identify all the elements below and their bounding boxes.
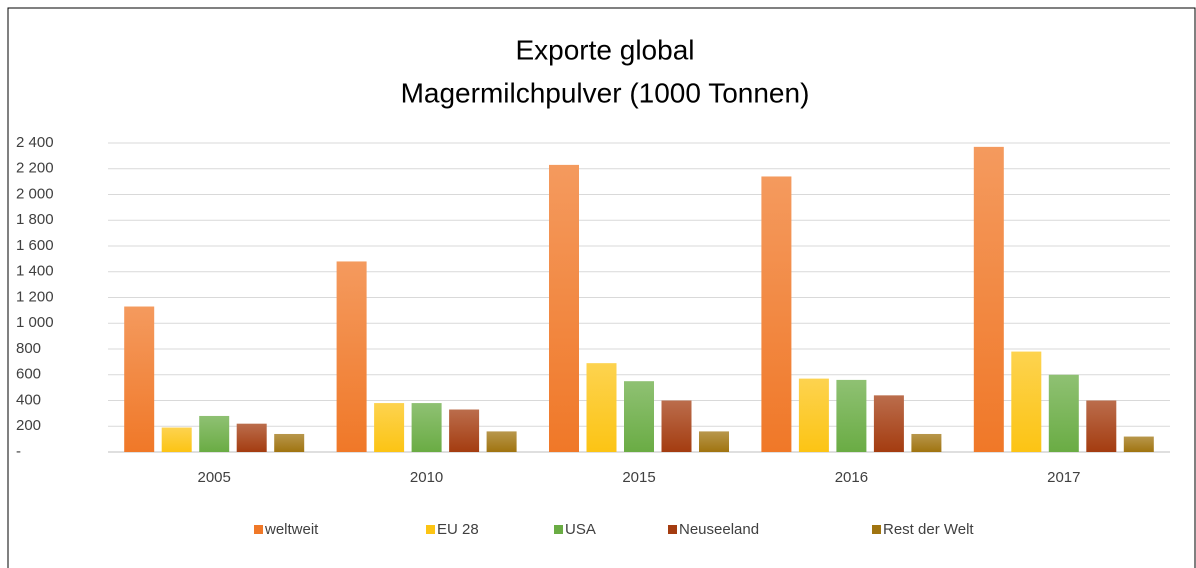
y-tick-label: 2 000 — [16, 185, 54, 202]
x-tick-label: 2015 — [622, 469, 655, 486]
y-tick-label: 2 200 — [16, 160, 54, 177]
x-tick-label: 2016 — [835, 469, 868, 486]
y-tick-label: 1 400 — [16, 263, 54, 280]
bar — [1048, 374, 1079, 452]
bar — [586, 363, 617, 452]
bar — [161, 427, 192, 452]
legend-label: weltweit — [264, 521, 319, 538]
x-tick-label: 2010 — [410, 469, 443, 486]
legend-swatch — [426, 525, 435, 534]
legend-label: USA — [565, 521, 596, 538]
bar — [124, 306, 155, 452]
bar — [486, 431, 517, 452]
bar — [911, 433, 942, 452]
bar — [236, 423, 267, 452]
bar — [374, 403, 405, 452]
y-tick-label: 600 — [16, 366, 41, 383]
y-tick-label: 800 — [16, 340, 41, 357]
y-tick-label: 1 800 — [16, 211, 54, 228]
bar — [836, 379, 867, 452]
y-tick-label: 2 400 — [16, 134, 54, 151]
y-tick-label: 200 — [16, 417, 41, 434]
bar — [873, 395, 904, 452]
y-tick-label: 1 200 — [16, 288, 54, 305]
y-tick-label: 1 600 — [16, 237, 54, 254]
bar — [699, 431, 729, 452]
legend-swatch — [872, 525, 881, 534]
chart-border — [7, 7, 1196, 568]
bar — [661, 400, 692, 452]
bar — [199, 415, 230, 452]
x-tick-label: 2005 — [198, 469, 231, 486]
legend-label: Neuseeland — [679, 521, 759, 538]
bar — [411, 403, 442, 452]
bar — [1123, 436, 1154, 452]
bar — [973, 146, 1004, 453]
bar — [336, 261, 367, 452]
legend-label: EU 28 — [437, 521, 479, 538]
legend-swatch — [254, 525, 263, 534]
bar — [1086, 400, 1117, 452]
bar — [449, 409, 480, 452]
bar — [761, 176, 792, 452]
y-tick-label: - — [16, 443, 21, 460]
legend-label: Rest der Welt — [883, 521, 974, 538]
chart-title: Magermilchpulver (1000 Tonnen) — [401, 77, 810, 108]
x-tick-label: 2017 — [1047, 469, 1080, 486]
chart-title: Exporte global — [515, 34, 694, 65]
bar — [798, 378, 829, 452]
y-tick-label: 400 — [16, 391, 41, 408]
bar — [274, 433, 305, 452]
bar — [624, 381, 654, 452]
bar — [1011, 351, 1042, 452]
legend-swatch — [554, 525, 563, 534]
y-tick-label: 1 000 — [16, 314, 54, 331]
bar — [549, 164, 579, 452]
legend-swatch — [668, 525, 677, 534]
